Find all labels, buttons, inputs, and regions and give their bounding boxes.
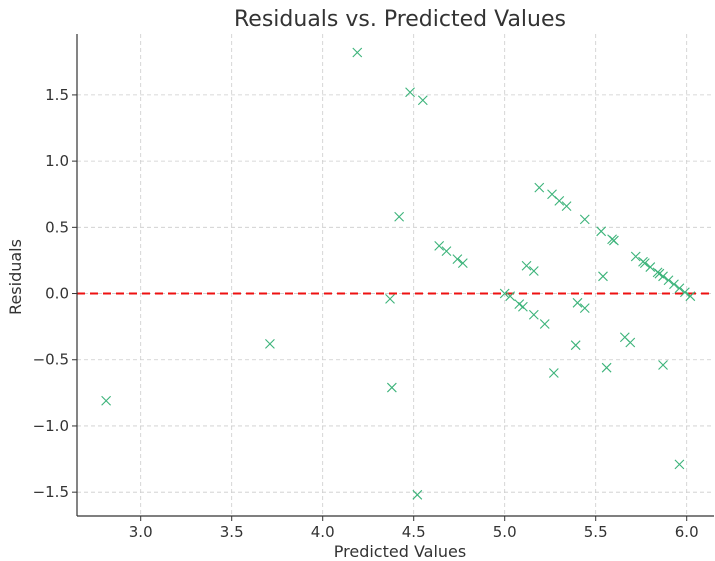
data-point-marker	[452, 254, 463, 264]
data-point-marker	[539, 319, 550, 329]
data-point-marker	[265, 338, 275, 349]
data-point-marker	[674, 283, 685, 294]
chart-title: Residuals vs. Predicted Values	[234, 7, 566, 32]
x-tick-label: 5.0	[493, 523, 517, 541]
data-point-marker	[625, 337, 636, 348]
x-tick-label: 4.5	[402, 523, 426, 541]
data-point-marker	[669, 279, 679, 290]
y-tick-label: −1.5	[33, 483, 69, 501]
data-point-marker	[570, 340, 581, 351]
data-point-marker	[352, 47, 363, 58]
data-point-marker	[685, 291, 696, 302]
data-point-marker	[441, 246, 452, 257]
data-point-marker	[596, 226, 607, 237]
x-tick-label: 6.0	[675, 523, 699, 541]
data-point-marker	[645, 262, 656, 272]
x-tick-label: 3.5	[220, 523, 244, 541]
data-point-marker	[505, 291, 516, 302]
data-point-marker	[679, 287, 690, 298]
x-axis-label: Predicted Values	[334, 542, 466, 561]
grid-lines	[77, 34, 714, 516]
x-tick-label: 5.5	[584, 523, 608, 541]
data-point-marker	[561, 201, 572, 212]
data-point-marker	[385, 293, 395, 304]
data-point-marker	[601, 362, 612, 373]
y-axis-label: Residuals	[6, 239, 25, 315]
data-point-marker	[521, 260, 532, 271]
data-point-marker	[658, 271, 668, 282]
y-axis-ticks: −1.5 −1.0 −0.5 0.0 0.5 1.0 1.5	[33, 86, 77, 501]
data-point-marker	[609, 235, 619, 246]
data-point-marker	[412, 489, 423, 500]
data-points	[101, 47, 696, 500]
data-point-marker	[528, 309, 539, 320]
x-tick-label: 4.0	[311, 523, 335, 541]
data-point-marker	[101, 395, 112, 406]
data-point-marker	[417, 95, 428, 106]
data-point-marker	[663, 275, 674, 286]
data-point-marker	[534, 182, 545, 193]
data-point-marker	[457, 258, 468, 268]
data-point-marker	[518, 301, 528, 312]
y-tick-label: −1.0	[33, 417, 69, 435]
y-tick-label: 0.0	[45, 285, 69, 303]
data-point-marker	[598, 271, 608, 282]
x-tick-label: 3.0	[129, 523, 153, 541]
data-point-marker	[434, 240, 445, 251]
x-axis-ticks: 3.0 3.5 4.0 4.5 5.0 5.5 6.0	[129, 516, 699, 541]
data-point-marker	[674, 459, 685, 470]
data-point-marker	[548, 368, 559, 378]
data-point-marker	[639, 258, 650, 268]
data-point-marker	[386, 382, 397, 393]
data-point-marker	[394, 211, 405, 222]
data-point-marker	[572, 297, 583, 308]
data-point-marker	[405, 87, 415, 98]
y-tick-label: 1.5	[45, 86, 69, 104]
y-tick-label: 1.0	[45, 152, 69, 170]
data-point-marker	[528, 266, 539, 276]
data-point-marker	[499, 288, 510, 299]
data-point-marker	[630, 251, 641, 262]
y-tick-label: 0.5	[45, 218, 69, 236]
data-point-marker	[579, 214, 590, 225]
data-point-marker	[554, 195, 565, 206]
y-tick-label: −0.5	[33, 351, 69, 369]
data-point-marker	[658, 360, 668, 370]
data-point-marker	[579, 303, 590, 313]
